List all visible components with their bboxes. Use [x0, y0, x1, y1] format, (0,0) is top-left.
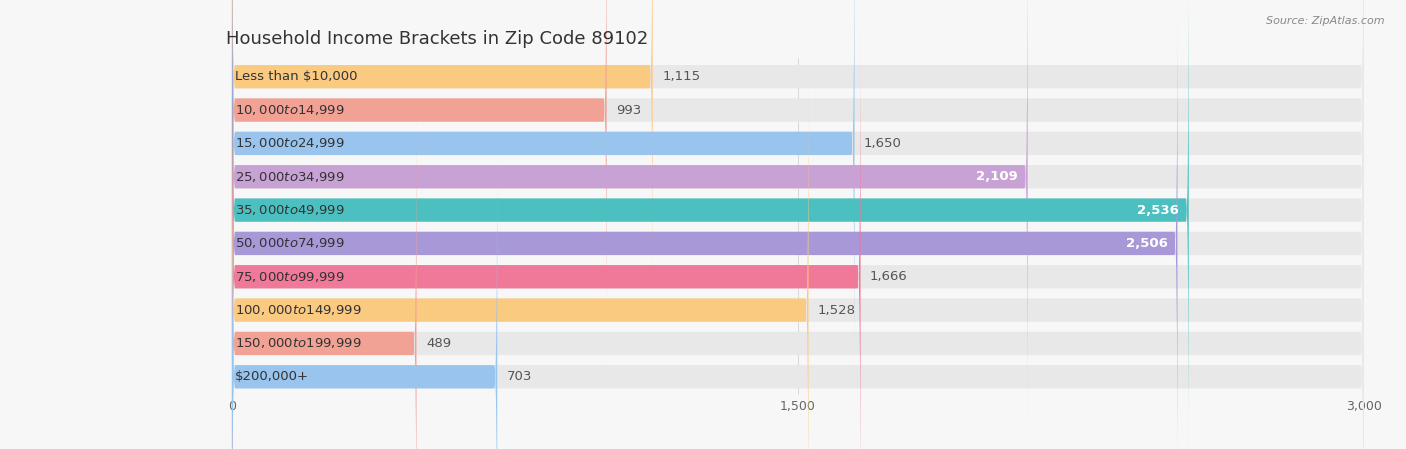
Text: $35,000 to $49,999: $35,000 to $49,999: [235, 203, 344, 217]
Text: $25,000 to $34,999: $25,000 to $34,999: [235, 170, 344, 184]
Text: $200,000+: $200,000+: [235, 370, 309, 383]
Text: $150,000 to $199,999: $150,000 to $199,999: [235, 336, 361, 350]
Text: 2,506: 2,506: [1126, 237, 1168, 250]
Text: Household Income Brackets in Zip Code 89102: Household Income Brackets in Zip Code 89…: [226, 31, 648, 48]
Text: $100,000 to $149,999: $100,000 to $149,999: [235, 303, 361, 317]
FancyBboxPatch shape: [232, 0, 1177, 449]
FancyBboxPatch shape: [232, 0, 1188, 449]
FancyBboxPatch shape: [232, 22, 1364, 449]
Text: $10,000 to $14,999: $10,000 to $14,999: [235, 103, 344, 117]
FancyBboxPatch shape: [232, 0, 1364, 449]
Text: 2,109: 2,109: [977, 170, 1018, 183]
Text: 1,528: 1,528: [818, 304, 856, 317]
Text: 1,115: 1,115: [662, 70, 700, 83]
FancyBboxPatch shape: [232, 0, 1028, 432]
FancyBboxPatch shape: [232, 0, 1364, 365]
FancyBboxPatch shape: [232, 122, 1364, 449]
Text: Less than $10,000: Less than $10,000: [235, 70, 357, 83]
FancyBboxPatch shape: [232, 0, 855, 398]
FancyBboxPatch shape: [232, 0, 1364, 449]
FancyBboxPatch shape: [232, 22, 860, 449]
Text: $50,000 to $74,999: $50,000 to $74,999: [235, 237, 344, 251]
Text: $75,000 to $99,999: $75,000 to $99,999: [235, 270, 344, 284]
FancyBboxPatch shape: [232, 0, 1364, 398]
Text: 703: 703: [506, 370, 531, 383]
FancyBboxPatch shape: [232, 0, 1364, 332]
FancyBboxPatch shape: [232, 88, 1364, 449]
FancyBboxPatch shape: [232, 122, 498, 449]
Text: Source: ZipAtlas.com: Source: ZipAtlas.com: [1267, 16, 1385, 26]
Text: 2,536: 2,536: [1137, 203, 1180, 216]
FancyBboxPatch shape: [232, 88, 416, 449]
Text: 489: 489: [426, 337, 451, 350]
FancyBboxPatch shape: [232, 0, 1364, 432]
FancyBboxPatch shape: [232, 55, 1364, 449]
FancyBboxPatch shape: [232, 0, 606, 365]
Text: 1,650: 1,650: [863, 137, 901, 150]
Text: $15,000 to $24,999: $15,000 to $24,999: [235, 136, 344, 150]
FancyBboxPatch shape: [232, 55, 808, 449]
Text: 993: 993: [616, 104, 641, 117]
FancyBboxPatch shape: [232, 0, 652, 332]
Text: 1,666: 1,666: [870, 270, 908, 283]
